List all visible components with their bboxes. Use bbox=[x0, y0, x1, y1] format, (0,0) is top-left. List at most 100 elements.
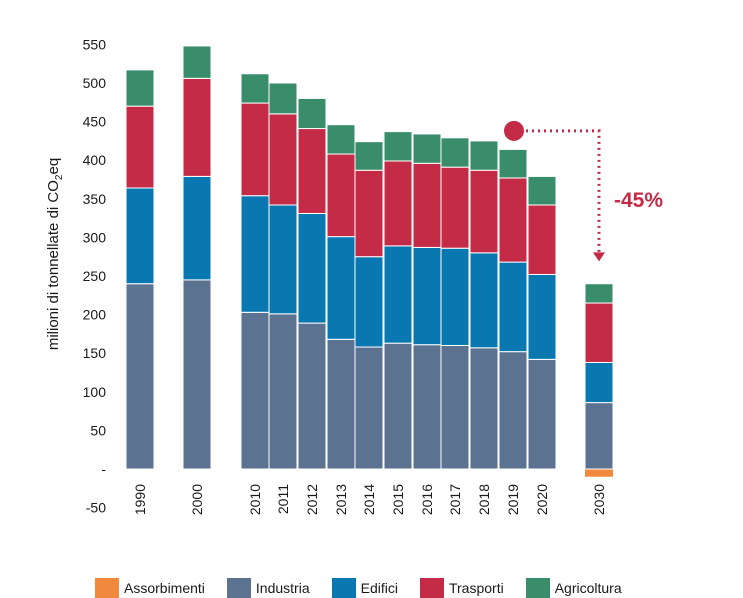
bar-segment-agricoltura bbox=[527, 175, 557, 206]
bar-segment-edifici bbox=[498, 261, 528, 353]
bar-segment-edifici bbox=[326, 236, 356, 340]
y-tick-label: -50 bbox=[86, 500, 106, 516]
bar-segment-trasporti bbox=[469, 169, 499, 254]
x-tick-label: 2015 bbox=[390, 484, 406, 515]
x-tick-label: 2000 bbox=[189, 484, 205, 515]
legend-item-assorbimenti: Assorbimenti bbox=[95, 578, 205, 598]
bar-segment-edifici bbox=[412, 246, 442, 346]
bar-segment-agricoltura bbox=[584, 283, 614, 304]
bar-segment-trasporti bbox=[326, 153, 356, 238]
y-axis-label-main: milioni di tonnellate di CO bbox=[45, 180, 62, 350]
bar-segment-edifici bbox=[527, 273, 557, 360]
bar-segment-trasporti bbox=[182, 77, 212, 177]
y-tick-label: 200 bbox=[83, 307, 107, 323]
x-tick-label: 2030 bbox=[591, 484, 607, 515]
bar-segment-agricoltura bbox=[125, 69, 155, 107]
y-tick-label: 450 bbox=[83, 114, 107, 130]
bar-segment-edifici bbox=[440, 247, 470, 346]
bar-segment-industria bbox=[182, 279, 212, 470]
bar-segment-agricoltura bbox=[354, 141, 384, 171]
x-tick-label: 2019 bbox=[505, 484, 521, 515]
legend-item-industria: Industria bbox=[226, 578, 310, 598]
bar-segment-agricoltura bbox=[240, 73, 270, 104]
bar-segment-industria bbox=[498, 351, 528, 470]
bar-segment-edifici bbox=[354, 256, 384, 348]
x-tick-label: 1990 bbox=[132, 484, 148, 515]
annotation-dot bbox=[504, 120, 524, 141]
y-tick-label: 500 bbox=[83, 75, 107, 91]
bar-segment-edifici bbox=[125, 187, 155, 285]
bar-segment-industria bbox=[527, 358, 557, 470]
legend: Assorbimenti Industria Edifici Trasporti Agr… bbox=[95, 578, 644, 598]
bar-segment-edifici bbox=[182, 175, 212, 281]
bar-segment-industria bbox=[326, 338, 356, 470]
bar-segment-trasporti bbox=[440, 166, 470, 249]
legend-label: Assorbimenti bbox=[124, 580, 205, 596]
bar-segment-trasporti bbox=[125, 105, 155, 189]
bar-segment-agricoltura bbox=[469, 140, 499, 171]
x-axis-ticks: 1990 2000 2010 2011 2012 2013 2014 2015 2016 2017… bbox=[132, 484, 607, 515]
bar-segment-agricoltura bbox=[412, 133, 442, 164]
bar-segment-industria bbox=[469, 347, 499, 470]
bar-segment-agricoltura bbox=[498, 148, 528, 179]
bar-segment-industria bbox=[383, 342, 413, 470]
x-tick-label: 2016 bbox=[419, 484, 435, 515]
bar-segment-industria bbox=[268, 313, 298, 470]
legend-label: Trasporti bbox=[448, 580, 504, 596]
legend-swatch bbox=[331, 578, 356, 598]
y-tick-label: 250 bbox=[83, 268, 107, 284]
bar-segment-agricoltura bbox=[182, 45, 212, 79]
bar-segment-edifici bbox=[584, 361, 614, 404]
x-tick-label: 2010 bbox=[247, 484, 263, 515]
x-tick-label: 2020 bbox=[534, 484, 550, 515]
bar-segment-trasporti bbox=[354, 169, 384, 258]
bar-segment-agricoltura bbox=[383, 131, 413, 162]
bar-segment-edifici bbox=[240, 195, 270, 313]
legend-item-trasporti: Trasporti bbox=[419, 578, 504, 598]
y-axis-ticks: 550 500 450 400 350 300 250 200 150 100 50 - -50 bbox=[83, 36, 107, 515]
legend-item-edifici: Edifici bbox=[331, 578, 398, 598]
y-axis-label-sub: 2 bbox=[54, 174, 65, 180]
annotation-arrow-head bbox=[593, 252, 605, 262]
x-tick-label: 2012 bbox=[304, 484, 320, 515]
bar-segment-edifici bbox=[268, 204, 298, 315]
bar-segment-agricoltura bbox=[268, 82, 298, 115]
legend-label: Edifici bbox=[360, 580, 398, 596]
bar-segment-agricoltura bbox=[326, 124, 356, 155]
legend-swatch bbox=[95, 578, 119, 598]
y-tick-label: 350 bbox=[83, 191, 107, 207]
y-axis-label: milioni di tonnellate di CO2eq bbox=[45, 158, 65, 350]
y-tick-label: 100 bbox=[83, 384, 107, 400]
bar-segment-agricoltura bbox=[297, 97, 327, 130]
bar-segment-trasporti bbox=[527, 204, 557, 275]
bar-segment-trasporti bbox=[268, 113, 298, 206]
bar-stacks bbox=[125, 45, 614, 477]
reduction-annotation: -45% bbox=[504, 120, 663, 262]
y-tick-label: - bbox=[101, 461, 106, 477]
bar-segment-industria bbox=[412, 344, 442, 470]
legend-label: Agricoltura bbox=[554, 580, 622, 596]
bar-segment-trasporti bbox=[297, 128, 327, 214]
x-tick-label: 2018 bbox=[476, 484, 492, 515]
y-tick-label: 550 bbox=[83, 36, 107, 52]
bar-segment-industria bbox=[297, 322, 327, 470]
y-tick-label: 300 bbox=[83, 229, 107, 245]
x-tick-label: 2013 bbox=[333, 484, 349, 515]
y-axis-label-tail: eq bbox=[45, 158, 62, 175]
bar-segment-agricoltura bbox=[440, 137, 470, 168]
x-tick-label: 2017 bbox=[447, 484, 463, 515]
bar-segment-industria bbox=[240, 311, 270, 470]
bar-segment-edifici bbox=[383, 245, 413, 344]
bar-segment-trasporti bbox=[498, 177, 528, 263]
legend-item-agricoltura: Agricoltura bbox=[525, 578, 622, 598]
legend-swatch bbox=[226, 578, 251, 598]
bar-segment-trasporti bbox=[412, 162, 442, 248]
annotation-label: -45% bbox=[614, 189, 663, 212]
bar-segment-trasporti bbox=[240, 102, 270, 197]
y-tick-label: 150 bbox=[83, 345, 107, 361]
bar-segment-industria bbox=[125, 283, 155, 470]
x-tick-label: 2011 bbox=[275, 484, 291, 514]
bar-segment-trasporti bbox=[584, 302, 614, 363]
y-tick-label: 50 bbox=[90, 422, 106, 438]
bar-segment-edifici bbox=[297, 212, 327, 324]
